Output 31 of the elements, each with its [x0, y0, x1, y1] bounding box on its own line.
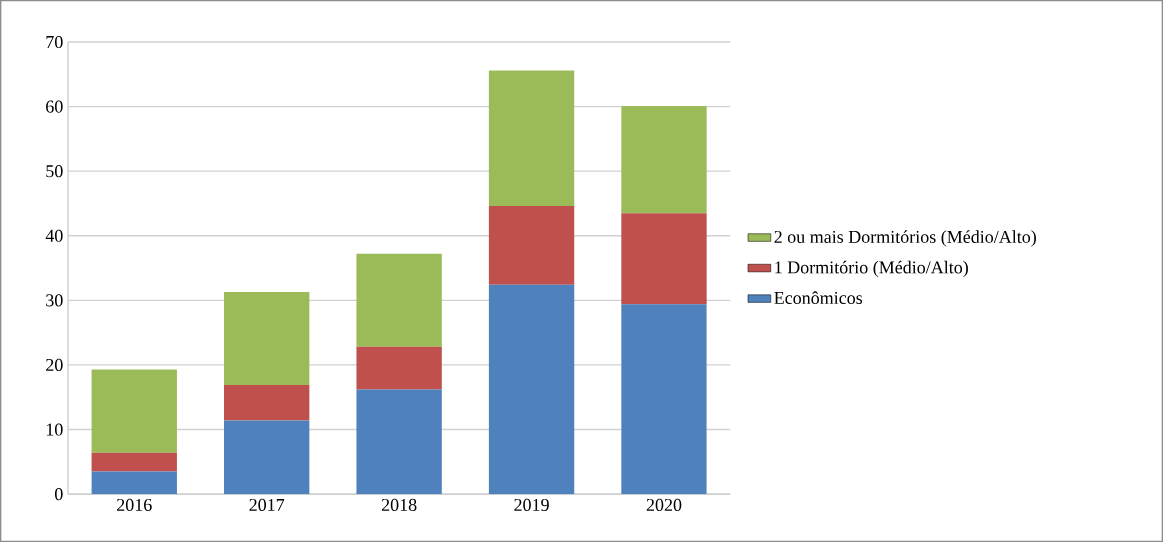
bar: [621, 105, 707, 214]
y-tick-label: 10: [46, 423, 63, 436]
x-tick-label: 2016: [117, 498, 152, 511]
y-tick-label: 40: [45, 229, 63, 242]
bar: [224, 420, 310, 495]
y-tick-label: 70: [46, 35, 63, 49]
bar: [224, 291, 310, 385]
bar: [488, 70, 575, 206]
y-tick-label: 0: [55, 487, 63, 501]
x-tick-label: 2018: [381, 498, 417, 511]
bar: [621, 213, 707, 305]
y-tick-label: 20: [46, 358, 63, 371]
legend-label: 1 Dormitório (Médio/Alto): [775, 260, 968, 278]
bar: [356, 253, 442, 347]
x-tick-label: 2017: [249, 498, 285, 511]
x-tick-label: 2020: [646, 498, 682, 511]
bar: [356, 389, 442, 495]
legend-label: 2 ou mais Dormitórios (Médio/Alto): [774, 230, 1036, 247]
y-tick-label: 60: [46, 100, 63, 113]
bar: [91, 452, 177, 472]
x-tick-label: 2019: [514, 498, 549, 511]
legend-label: Econômicos: [774, 291, 863, 304]
y-tick-label: 50: [46, 165, 63, 178]
bar: [488, 206, 575, 285]
bar: [621, 304, 707, 495]
bar: [91, 471, 177, 495]
bar: [488, 284, 575, 495]
bar: [356, 346, 442, 390]
bar: [224, 384, 310, 421]
bar: [91, 369, 177, 453]
y-tick-label: 30: [46, 294, 63, 307]
